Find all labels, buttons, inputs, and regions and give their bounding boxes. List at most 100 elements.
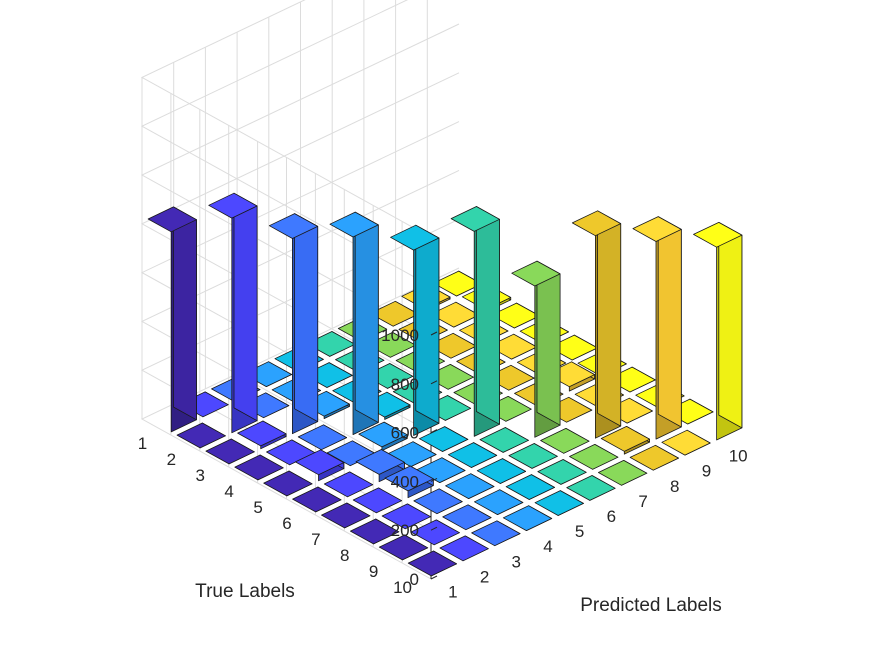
z-tick-label: 0 (410, 570, 419, 589)
bar-true-7-pred-2 (352, 487, 403, 514)
y-tick-label: 2 (167, 450, 176, 469)
bar-face-top (176, 422, 226, 449)
bar-face-top (632, 216, 682, 242)
bar-face-top (410, 519, 460, 546)
bar-face-top (147, 206, 197, 233)
bar-face-top (569, 443, 619, 470)
bar-true-8-pred-8 (571, 210, 622, 439)
bar-face-top (439, 535, 489, 562)
z-tick-mark (430, 380, 438, 385)
x-tick-label: 3 (512, 552, 521, 571)
bar-face-top (600, 425, 650, 452)
y-tick-label: 1 (138, 434, 147, 453)
bar-face-top (329, 211, 379, 238)
z-tick-mark (430, 526, 438, 531)
bar-face-right (172, 206, 197, 421)
x-tick-label: 1 (448, 582, 457, 601)
bar-true-10-pred-1 (407, 550, 458, 577)
bar-true-3-pred-10 (490, 302, 540, 329)
bar-true-2-pred-1 (176, 422, 226, 449)
bar-true-4-pred-3 (297, 424, 348, 451)
bar-true-5-pred-4 (358, 421, 408, 452)
bar-face-top (323, 471, 374, 498)
bar-face-right (657, 216, 682, 428)
y-tick-label: 6 (282, 514, 291, 533)
bar-true-10-pred-6 (566, 475, 616, 501)
z-tick-label: 1000 (381, 326, 419, 345)
bar-face-top (294, 449, 345, 476)
bar-face-top (413, 488, 463, 515)
bar-true-8-pred-6 (508, 443, 558, 469)
bar-face-right (475, 206, 500, 425)
z-tick-mark (430, 331, 438, 336)
x-tick-label: 4 (543, 537, 552, 556)
bar-true-5-pred-5 (390, 224, 440, 436)
bar-true-10-pred-4 (502, 505, 553, 531)
y-tick-label: 5 (253, 498, 262, 517)
bar-face-right (354, 211, 379, 423)
bar-face-top (378, 534, 429, 561)
bar-face-top (505, 474, 555, 500)
bar-true-10-pred-8 (629, 444, 679, 471)
x-tick-label: 8 (670, 477, 679, 496)
bar-true-9-pred-6 (537, 459, 587, 485)
bar-face-top (321, 502, 371, 529)
bar-true-7-pred-3 (384, 465, 434, 499)
bar-face-top (571, 210, 622, 237)
x-tick-label: 7 (638, 492, 647, 511)
y-tick-label: 8 (340, 546, 349, 565)
bar-face-right (718, 221, 743, 429)
bar-true-8-pred-5 (476, 458, 526, 484)
bar-face-top (208, 192, 258, 219)
bar-true-3-pred-2 (237, 420, 287, 450)
bar-true-1-pred-1 (147, 206, 197, 433)
bar-face-top (534, 490, 584, 516)
bar-true-10-pred-7 (598, 459, 648, 486)
bar-face-top (292, 486, 342, 513)
bar-face-top (508, 443, 558, 469)
bar-face-top (355, 449, 405, 475)
bar-face-top (476, 458, 526, 484)
bar-true-10-pred-9 (661, 429, 711, 456)
bar-true-9-pred-3 (442, 504, 492, 531)
bar-true-3-pred-3 (268, 213, 319, 435)
bar-face-top (537, 459, 587, 485)
bar-true-9-pred-4 (473, 489, 524, 515)
bar-true-7-pred-7 (511, 260, 561, 438)
y-tick-label: 10 (393, 578, 412, 597)
bar-face-top (407, 550, 458, 577)
z-tick-mark (430, 429, 438, 434)
bar-true-9-pred-2 (410, 519, 460, 546)
bar-face-top (511, 260, 561, 287)
bar-true-7-pred-6 (479, 427, 529, 453)
bar-face-top (384, 465, 434, 492)
bar-face-right (294, 213, 319, 423)
bar-true-10-pred-5 (534, 490, 584, 516)
bar-face-top (442, 504, 492, 531)
bar-true-7-pred-1 (321, 502, 371, 529)
x-axis-label: Predicted Labels (580, 595, 722, 616)
z-tick-mark (430, 575, 438, 580)
bar-face-top (358, 421, 408, 448)
bar-true-8-pred-7 (540, 427, 590, 454)
bar-face-top (450, 206, 500, 232)
bar-true-3-pred-1 (205, 438, 255, 465)
bar-true-4-pred-1 (234, 454, 284, 481)
bar-true-4-pred-4 (329, 211, 379, 436)
y-tick-label: 3 (196, 466, 205, 485)
bar-true-9-pred-9 (632, 216, 682, 440)
bar-face-top (268, 213, 319, 239)
bar-true-6-pred-1 (292, 486, 342, 513)
z-tick-label: 400 (391, 472, 419, 491)
bar-face-top (502, 505, 553, 531)
bar-true-5-pred-1 (263, 470, 313, 497)
y-tick-label: 4 (224, 482, 233, 501)
y-tick-label: 7 (311, 530, 320, 549)
bar-face-right (597, 210, 622, 427)
bar-face-top (598, 459, 648, 486)
bar-face-right (233, 192, 258, 422)
bar-face-top (693, 221, 743, 248)
bar-face-top (629, 444, 679, 471)
